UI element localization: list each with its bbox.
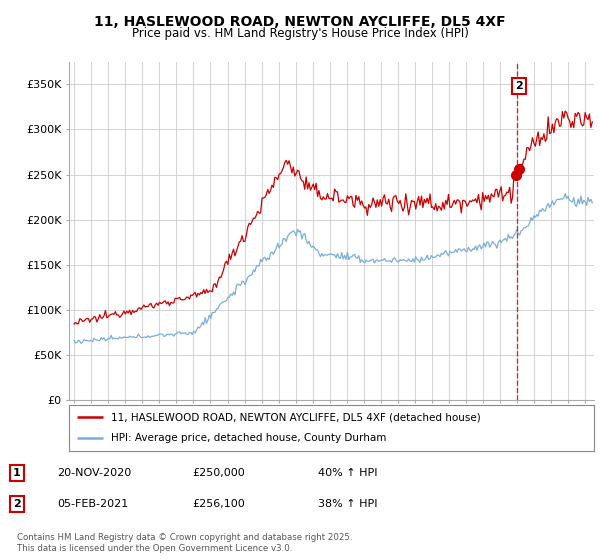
- Text: 40% ↑ HPI: 40% ↑ HPI: [318, 468, 377, 478]
- Text: 11, HASLEWOOD ROAD, NEWTON AYCLIFFE, DL5 4XF: 11, HASLEWOOD ROAD, NEWTON AYCLIFFE, DL5…: [94, 15, 506, 29]
- Text: 2: 2: [515, 81, 523, 91]
- Text: 1: 1: [13, 468, 20, 478]
- Text: 05-FEB-2021: 05-FEB-2021: [57, 499, 128, 509]
- Text: 11, HASLEWOOD ROAD, NEWTON AYCLIFFE, DL5 4XF (detached house): 11, HASLEWOOD ROAD, NEWTON AYCLIFFE, DL5…: [111, 412, 481, 422]
- Text: HPI: Average price, detached house, County Durham: HPI: Average price, detached house, Coun…: [111, 433, 386, 444]
- Text: 2: 2: [13, 499, 20, 509]
- Text: Contains HM Land Registry data © Crown copyright and database right 2025.
This d: Contains HM Land Registry data © Crown c…: [17, 534, 352, 553]
- Text: 38% ↑ HPI: 38% ↑ HPI: [318, 499, 377, 509]
- Text: £250,000: £250,000: [192, 468, 245, 478]
- Text: 20-NOV-2020: 20-NOV-2020: [57, 468, 131, 478]
- Text: Price paid vs. HM Land Registry's House Price Index (HPI): Price paid vs. HM Land Registry's House …: [131, 27, 469, 40]
- Text: £256,100: £256,100: [192, 499, 245, 509]
